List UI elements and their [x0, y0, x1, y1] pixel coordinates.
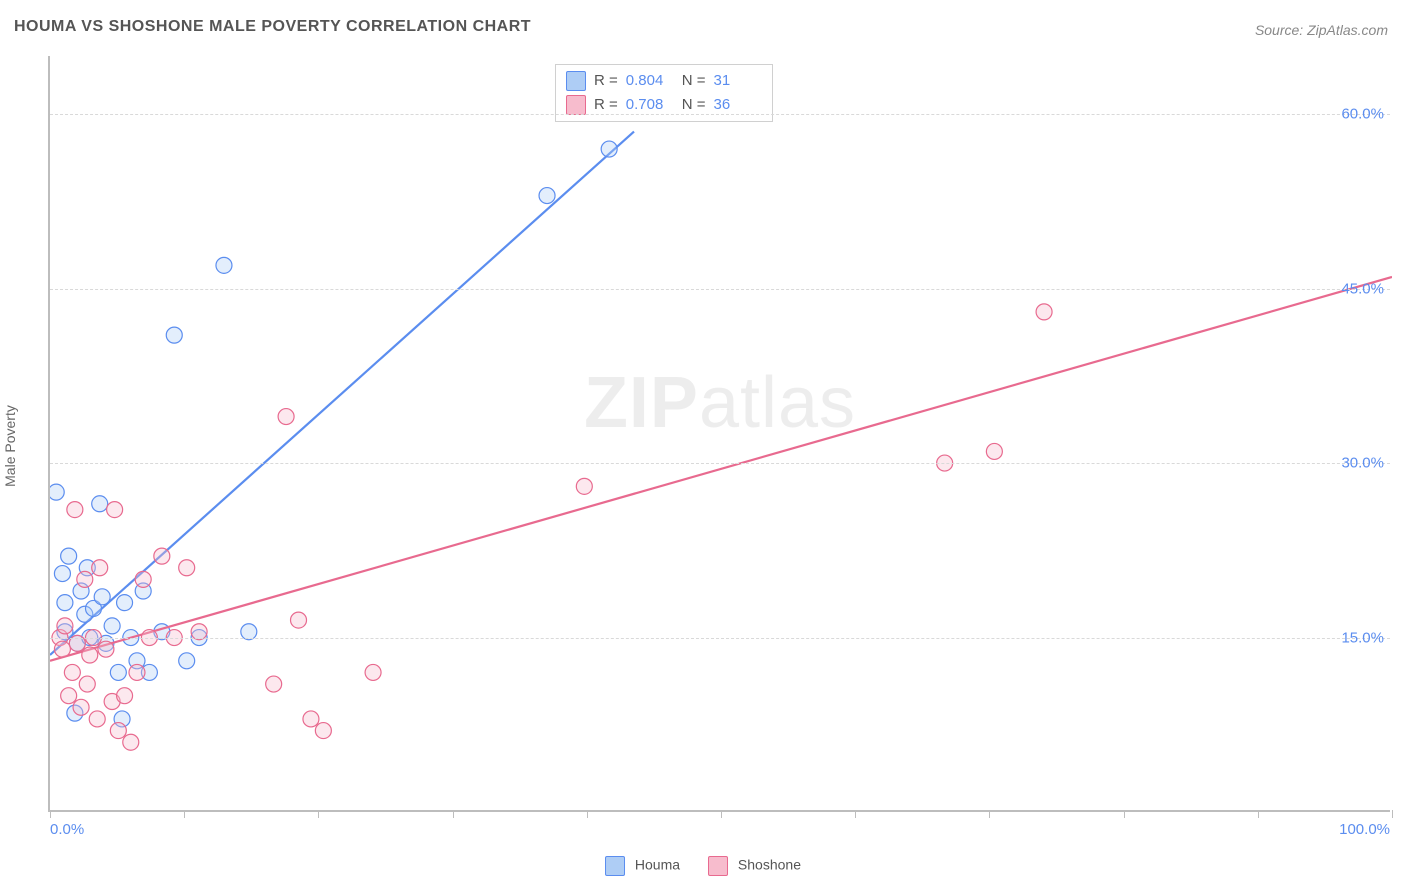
shoshone-point — [54, 641, 70, 657]
shoshone-point — [57, 618, 73, 634]
shoshone-point — [64, 664, 80, 680]
n-label: N = — [682, 69, 706, 93]
x-tick-mark — [1258, 810, 1259, 818]
x-tick-label-left: 0.0% — [50, 821, 84, 838]
shoshone-point — [123, 734, 139, 750]
shoshone-point — [179, 560, 195, 576]
houma-point — [104, 618, 120, 634]
houma-n-value: 31 — [714, 69, 762, 93]
gridline — [50, 114, 1390, 115]
shoshone-point — [365, 664, 381, 680]
shoshone-point — [576, 478, 592, 494]
gridline — [50, 289, 1390, 290]
shoshone-point — [107, 502, 123, 518]
shoshone-trendline — [50, 277, 1392, 661]
houma-point — [166, 327, 182, 343]
swatch-houma — [605, 856, 625, 876]
houma-point — [54, 566, 70, 582]
x-tick-label-right: 100.0% — [1339, 821, 1390, 838]
x-tick-mark — [318, 810, 319, 818]
legend-bottom: Houma Shoshone — [605, 856, 801, 876]
source-label: Source: ZipAtlas.com — [1255, 22, 1388, 38]
plot-area: ZIPatlas R = 0.804 N = 31 R = 0.708 N = … — [48, 56, 1390, 812]
x-tick-mark — [1124, 810, 1125, 818]
shoshone-point — [67, 502, 83, 518]
houma-point — [539, 188, 555, 204]
shoshone-point — [117, 688, 133, 704]
shoshone-point — [129, 664, 145, 680]
shoshone-point — [315, 723, 331, 739]
shoshone-point — [303, 711, 319, 727]
shoshone-point — [79, 676, 95, 692]
y-tick-label: 30.0% — [1341, 455, 1384, 472]
legend-item-houma: Houma — [605, 856, 680, 876]
houma-point — [57, 595, 73, 611]
gridline — [50, 638, 1390, 639]
houma-point — [92, 496, 108, 512]
y-axis-label: Male Poverty — [2, 405, 18, 487]
chart-svg — [50, 56, 1392, 812]
shoshone-point — [1036, 304, 1052, 320]
legend-item-shoshone: Shoshone — [708, 856, 801, 876]
houma-point — [94, 589, 110, 605]
shoshone-point — [73, 699, 89, 715]
houma-point — [117, 595, 133, 611]
y-tick-label: 15.0% — [1341, 629, 1384, 646]
shoshone-point — [61, 688, 77, 704]
shoshone-point — [89, 711, 105, 727]
shoshone-point — [135, 571, 151, 587]
chart-title: HOUMA VS SHOSHONE MALE POVERTY CORRELATI… — [14, 18, 531, 36]
houma-point — [110, 664, 126, 680]
houma-point — [61, 548, 77, 564]
shoshone-point — [986, 443, 1002, 459]
shoshone-point — [266, 676, 282, 692]
x-tick-mark — [989, 810, 990, 818]
legend-label-shoshone: Shoshone — [738, 857, 801, 873]
x-tick-mark — [587, 810, 588, 818]
x-tick-mark — [721, 810, 722, 818]
r-label: R = — [594, 69, 618, 93]
houma-point — [216, 257, 232, 273]
legend-label-houma: Houma — [635, 857, 680, 873]
shoshone-point — [154, 548, 170, 564]
houma-point — [601, 141, 617, 157]
shoshone-point — [82, 647, 98, 663]
houma-point — [179, 653, 195, 669]
x-tick-mark — [50, 810, 51, 818]
shoshone-point — [110, 723, 126, 739]
y-tick-label: 45.0% — [1341, 280, 1384, 297]
stat-row-houma: R = 0.804 N = 31 — [566, 69, 762, 93]
swatch-houma — [566, 71, 586, 91]
shoshone-point — [291, 612, 307, 628]
houma-r-value: 0.804 — [626, 69, 674, 93]
x-tick-mark — [184, 810, 185, 818]
shoshone-point — [98, 641, 114, 657]
x-tick-mark — [1392, 810, 1393, 818]
gridline — [50, 463, 1390, 464]
houma-point — [50, 484, 64, 500]
x-tick-mark — [453, 810, 454, 818]
y-tick-label: 60.0% — [1341, 106, 1384, 123]
shoshone-point — [77, 571, 93, 587]
swatch-shoshone — [566, 95, 586, 115]
x-tick-mark — [855, 810, 856, 818]
shoshone-point — [278, 409, 294, 425]
shoshone-point — [92, 560, 108, 576]
swatch-shoshone — [708, 856, 728, 876]
